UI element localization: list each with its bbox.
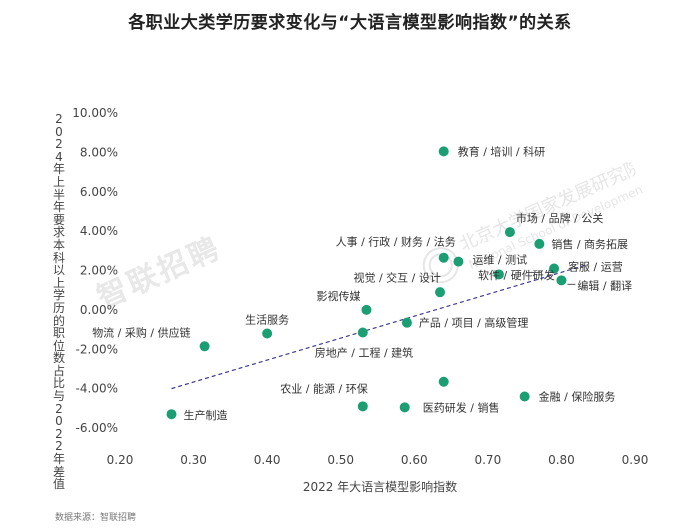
data-point-label: 销售 / 商务拓展 bbox=[551, 237, 628, 251]
data-point bbox=[504, 227, 515, 238]
data-point-label: 市场 / 品牌 / 公关 bbox=[516, 211, 603, 225]
y-tick-label: -4.00% bbox=[76, 382, 118, 396]
y-tick-label: -2.00% bbox=[76, 342, 118, 356]
data-point bbox=[438, 376, 449, 387]
data-point bbox=[199, 341, 210, 352]
y-tick-label: 10.00% bbox=[72, 106, 118, 120]
source-note: 数据来源：智联招聘 bbox=[55, 513, 137, 523]
y-tick-labels: 10.00% 8.00% 6.00% 4.00% 2.00% 0.00% -2.00% -4.… bbox=[72, 106, 118, 435]
data-point bbox=[438, 146, 449, 157]
data-point bbox=[519, 391, 530, 402]
data-point-label: 客服 / 运营 bbox=[568, 260, 623, 274]
data-point bbox=[361, 304, 372, 315]
data-point bbox=[453, 256, 464, 267]
data-points bbox=[166, 146, 567, 420]
data-point-label: 生产制造 bbox=[184, 408, 228, 422]
data-point bbox=[357, 401, 368, 412]
y-tick-label: -6.00% bbox=[76, 421, 118, 435]
data-point bbox=[166, 409, 177, 420]
data-point-label: 农业 / 能源 / 环保 bbox=[280, 382, 367, 396]
data-point bbox=[556, 275, 567, 286]
data-point-label: 房地产 / 工程 / 建筑 bbox=[315, 346, 413, 360]
y-tick-label: 2.00% bbox=[80, 264, 118, 278]
y-tick-label: 6.00% bbox=[80, 185, 118, 199]
data-point bbox=[357, 327, 368, 338]
data-point-label: 人事 / 行政 / 财务 / 法务 bbox=[336, 235, 456, 249]
y-tick-label: 8.00% bbox=[80, 145, 118, 159]
data-point bbox=[399, 402, 410, 413]
x-tick-label: 0.90 bbox=[622, 453, 649, 467]
x-axis-label: 2022 年大语言模型影响指数 bbox=[302, 480, 458, 494]
data-point bbox=[549, 263, 560, 274]
data-point bbox=[438, 252, 449, 263]
data-point-label: 生活服务 bbox=[245, 313, 289, 327]
x-tick-label: 0.40 bbox=[254, 453, 281, 467]
x-tick-label: 0.80 bbox=[548, 453, 575, 467]
data-point-label: 金融 / 保险服务 bbox=[539, 390, 616, 404]
x-tick-label: 0.30 bbox=[180, 453, 207, 467]
data-point-label: 编辑 / 翻译 bbox=[577, 278, 632, 292]
data-point-label: 教育 / 培训 / 科研 bbox=[458, 144, 545, 158]
data-point-label: 影视传媒 bbox=[316, 289, 360, 303]
data-point bbox=[534, 238, 545, 249]
x-tick-label: 0.70 bbox=[474, 453, 501, 467]
x-tick-label: 0.50 bbox=[327, 453, 354, 467]
trendline-group bbox=[171, 264, 588, 390]
data-point-label: 产品 / 项目 / 高级管理 bbox=[419, 316, 528, 330]
data-point-label: 运维 / 测试 bbox=[472, 254, 527, 267]
data-point-label: 软件 / 硬件研发 bbox=[478, 268, 555, 282]
trendline bbox=[171, 264, 588, 390]
y-axis-label: 2024 年上半年要求本科以上学历的职位数占比与 2022 年差值 bbox=[52, 112, 65, 492]
x-tick-label: 0.60 bbox=[401, 453, 428, 467]
data-point-label: 视觉 / 交互 / 设计 bbox=[353, 270, 440, 284]
x-tick-labels: 0.20 0.30 0.40 0.50 0.60 0.70 0.80 0.90 bbox=[107, 453, 649, 467]
data-point-label: 医药研发 / 销售 bbox=[423, 400, 500, 414]
data-point bbox=[262, 328, 273, 339]
data-point bbox=[401, 317, 412, 328]
data-point bbox=[493, 269, 504, 280]
chart-title: 各职业大类学历要求变化与“大语言模型影响指数”的关系 bbox=[128, 13, 572, 33]
y-tick-label: 4.00% bbox=[80, 224, 118, 238]
x-tick-label: 0.20 bbox=[107, 453, 134, 467]
y-tick-label: 0.00% bbox=[80, 303, 118, 317]
data-point bbox=[435, 287, 446, 298]
data-point-label: 物流 / 采购 / 供应链 bbox=[92, 325, 190, 339]
